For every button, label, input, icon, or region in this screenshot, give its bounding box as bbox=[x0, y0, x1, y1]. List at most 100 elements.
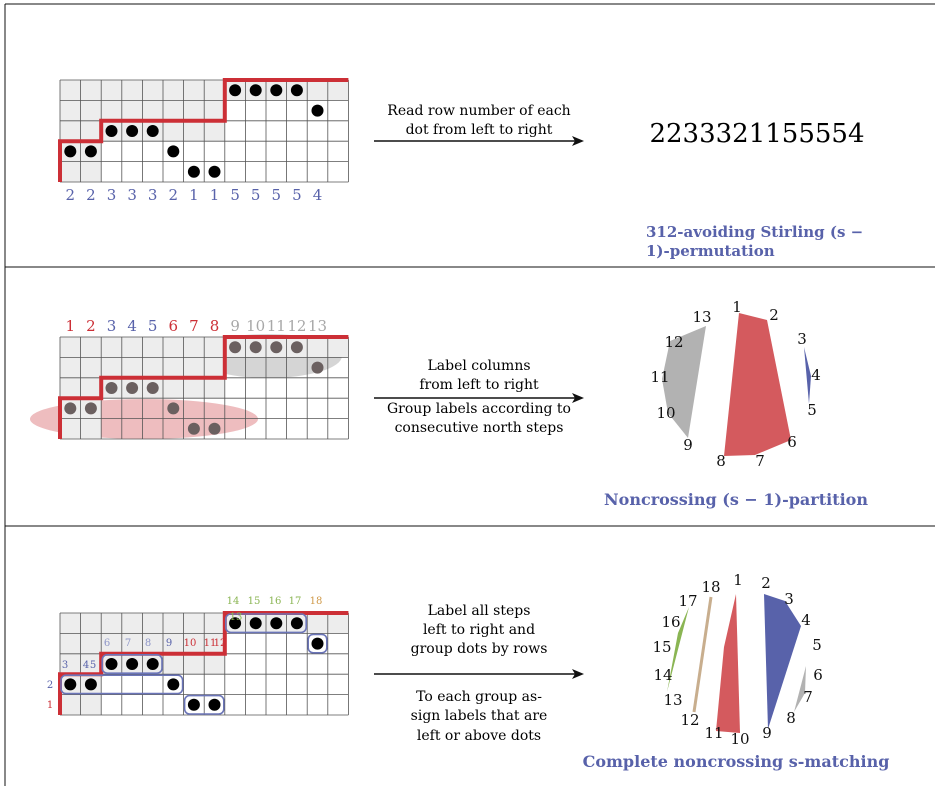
circle-label: 10 bbox=[730, 730, 749, 748]
dot bbox=[290, 341, 303, 354]
dot bbox=[229, 341, 242, 354]
column-label: 5 bbox=[148, 317, 158, 335]
dot bbox=[167, 678, 180, 691]
shaded-cell bbox=[80, 161, 102, 182]
shaded-cell bbox=[101, 337, 122, 358]
row-number-label: 2 bbox=[66, 186, 76, 204]
dot bbox=[126, 658, 139, 670]
shaded-cell bbox=[183, 633, 205, 654]
arrow-3 bbox=[374, 669, 584, 679]
shaded-cell bbox=[163, 653, 184, 675]
shaded-cell bbox=[60, 653, 81, 675]
shaded-cell bbox=[204, 613, 225, 634]
block-red bbox=[716, 594, 740, 733]
shaded-cell bbox=[80, 633, 102, 654]
dot bbox=[311, 104, 324, 117]
dot-group-box bbox=[101, 653, 163, 674]
shaded-cell bbox=[183, 377, 205, 399]
shaded-cell bbox=[60, 613, 81, 634]
dot bbox=[249, 84, 262, 97]
dot bbox=[64, 678, 77, 691]
shaded-cell bbox=[307, 80, 328, 101]
shaded-cell bbox=[163, 120, 184, 142]
circle-label: 7 bbox=[803, 688, 813, 706]
shaded-cell bbox=[327, 80, 349, 101]
circle-label: 8 bbox=[786, 709, 796, 727]
row-number-label: 5 bbox=[272, 186, 282, 204]
step-label: 14 bbox=[227, 596, 240, 607]
dot bbox=[270, 341, 283, 354]
shaded-cell bbox=[60, 161, 81, 182]
arrow-text-3-line-2: left to right and bbox=[423, 622, 535, 638]
shaded-cell bbox=[101, 357, 122, 378]
shaded-cell bbox=[204, 100, 225, 121]
shaded-cell bbox=[80, 337, 102, 358]
dot bbox=[105, 658, 118, 670]
block-gray bbox=[794, 666, 806, 712]
block-red bbox=[724, 313, 791, 456]
shaded-cell bbox=[121, 633, 143, 654]
shaded-cell bbox=[204, 633, 225, 654]
caption-2: Noncrossing (s − 1)-partition bbox=[604, 490, 868, 509]
shaded-cell bbox=[163, 633, 184, 654]
circle-label: 4 bbox=[801, 611, 811, 629]
shaded-cell bbox=[60, 337, 81, 358]
step-label: 7 bbox=[125, 638, 131, 649]
shaded-cell bbox=[60, 357, 81, 378]
shaded-cell bbox=[80, 653, 102, 675]
lattice-grid-2: 1 2 3 4 5 6 7 8 9 10 11 12 13 bbox=[58, 317, 349, 440]
circle-label: 4 bbox=[811, 366, 821, 384]
shaded-cell bbox=[183, 120, 205, 142]
shaded-cell bbox=[60, 633, 81, 654]
shaded-cell bbox=[204, 377, 225, 399]
step-label: 15 bbox=[248, 596, 261, 607]
circle-label: 2 bbox=[761, 574, 771, 592]
shaded-cell bbox=[204, 653, 225, 675]
shaded-cell bbox=[327, 337, 349, 358]
dot bbox=[146, 658, 159, 670]
arrow-text-2-line-4: consecutive north steps bbox=[395, 420, 564, 436]
shaded-cell bbox=[163, 100, 184, 121]
shaded-cell bbox=[101, 80, 122, 101]
shaded-cell bbox=[163, 357, 184, 378]
dot bbox=[229, 84, 242, 97]
shaded-cell bbox=[60, 418, 81, 439]
shaded-cell bbox=[121, 80, 143, 101]
arrow-text-3-line-1: Label all steps bbox=[428, 603, 531, 619]
circle-label: 6 bbox=[813, 666, 823, 684]
shaded-cell bbox=[183, 100, 205, 121]
shaded-cell bbox=[60, 100, 81, 121]
dot bbox=[208, 698, 221, 711]
shaded-cell bbox=[101, 613, 122, 634]
column-label: 9 bbox=[230, 317, 240, 335]
column-label: 2 bbox=[86, 317, 96, 335]
shaded-cell bbox=[60, 80, 81, 101]
circle-label: 8 bbox=[716, 452, 726, 470]
shaded-cell bbox=[142, 613, 163, 634]
shaded-cell bbox=[80, 377, 102, 399]
arrow-text-3-line-3: group dots by rows bbox=[411, 641, 548, 657]
shaded-cell bbox=[163, 80, 184, 101]
circle-label: 1 bbox=[733, 571, 743, 589]
shaded-cell bbox=[183, 653, 205, 675]
step-label: 18 bbox=[310, 596, 323, 607]
row-number-label: 3 bbox=[107, 186, 117, 204]
column-label: 6 bbox=[169, 317, 179, 335]
dot bbox=[311, 637, 324, 650]
shaded-cell bbox=[142, 357, 163, 378]
shaded-cell bbox=[163, 377, 184, 399]
circle-label: 11 bbox=[650, 368, 669, 386]
step-label: 1 bbox=[47, 700, 53, 711]
dot-group-box bbox=[225, 613, 308, 634]
circle-label: 3 bbox=[797, 330, 807, 348]
shaded-cell bbox=[163, 337, 184, 358]
arrow-text-3-line-5: sign labels that are bbox=[411, 708, 548, 724]
circle-label: 10 bbox=[656, 404, 675, 422]
dot bbox=[84, 145, 97, 158]
dot bbox=[311, 361, 324, 374]
column-label: 4 bbox=[127, 317, 137, 335]
row-number-label: 4 bbox=[313, 186, 323, 204]
